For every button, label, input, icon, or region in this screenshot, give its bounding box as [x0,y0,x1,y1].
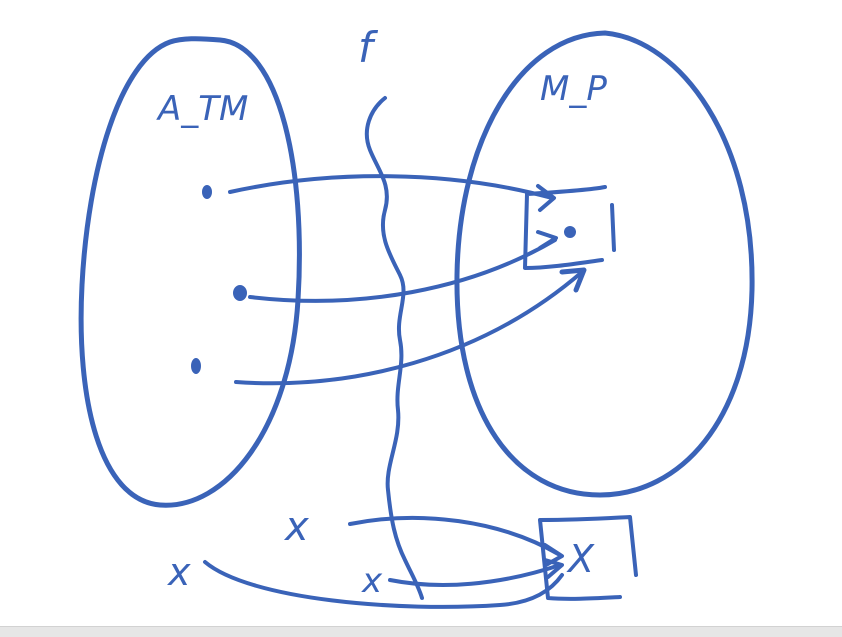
image-element-dot [564,226,576,238]
arrowhead [559,267,587,293]
bottom-mapping-arrow [348,515,562,557]
bottom-mapping-arrow [203,560,564,609]
mapping-arrow [228,174,554,200]
left-set-ellipse [78,36,302,508]
left-element-dot [233,285,247,301]
arrowhead [543,558,564,579]
right-set-ellipse [454,30,755,498]
left-set-label: A_TM [156,89,248,129]
function-wavy-line [364,96,424,600]
bottom-strip [0,626,842,637]
arrowhead [536,184,556,212]
right-set-label: M_P [540,69,607,109]
mapping-arrow [234,270,584,386]
left-element-dot [202,185,212,199]
bottom-x-center: x [361,561,383,601]
bottom-image-box [538,515,638,601]
mapping-arrow [248,238,557,303]
function-label: f [358,23,379,72]
left-element-dot [191,358,201,374]
arrowhead [536,230,558,250]
bottom-mapping-arrow [388,563,562,587]
bottom-x-middle: x [283,504,309,550]
bottom-x-left: x [167,550,191,594]
bottom-box-x: X [566,537,595,581]
